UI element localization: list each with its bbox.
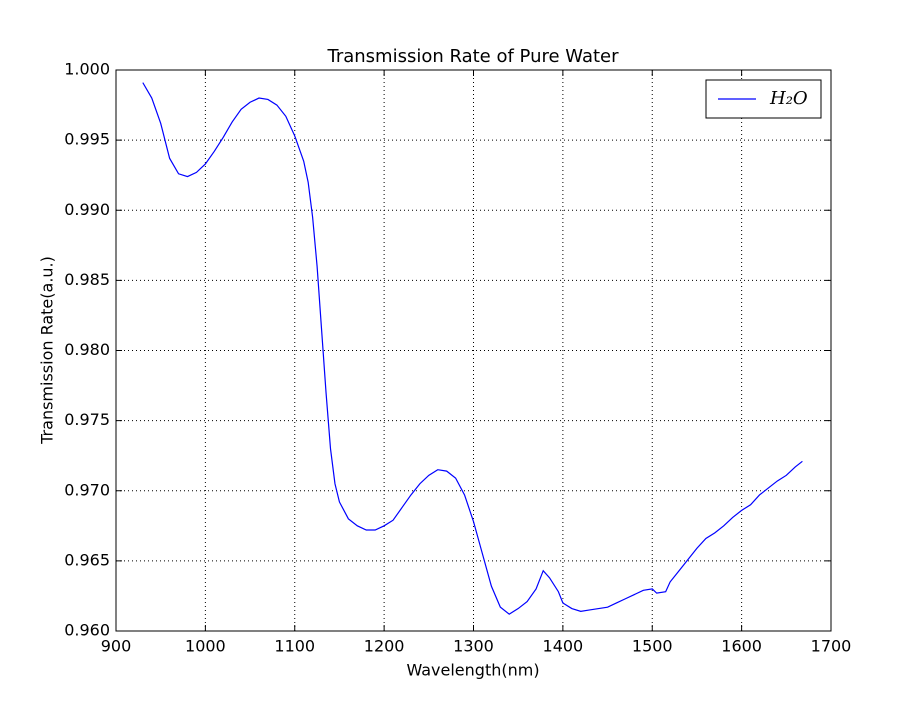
x-tick-label: 1100: [274, 637, 315, 656]
x-tick-label: 1400: [543, 637, 584, 656]
x-tick-label: 1000: [185, 637, 226, 656]
y-tick-label: 1.000: [64, 60, 110, 79]
chart-title: Transmission Rate of Pure Water: [326, 46, 619, 67]
x-tick-label: 900: [101, 637, 132, 656]
y-tick-label: 0.985: [64, 270, 110, 289]
x-tick-label: 1500: [632, 637, 673, 656]
plot-frame: [115, 69, 832, 632]
y-tick-label: 0.975: [64, 410, 110, 429]
y-axis-label: Transmission Rate(a.u.): [38, 256, 57, 445]
y-tick-label: 0.965: [64, 550, 110, 569]
y-tick-label: 0.995: [64, 130, 110, 149]
y-tick-label: 0.970: [64, 480, 110, 499]
x-tick-label: 1300: [453, 637, 494, 656]
x-tick-label: 1600: [721, 637, 762, 656]
x-tick-label: 1700: [811, 637, 852, 656]
y-tick-label: 0.990: [64, 200, 110, 219]
y-tick-label: 0.960: [64, 621, 110, 640]
legend-label: H₂O: [769, 88, 808, 109]
data-line: [142, 82, 803, 615]
y-tick-label: 0.980: [64, 340, 110, 359]
x-axis-label: Wavelength(nm): [406, 661, 539, 680]
x-tick-label: 1200: [364, 637, 405, 656]
